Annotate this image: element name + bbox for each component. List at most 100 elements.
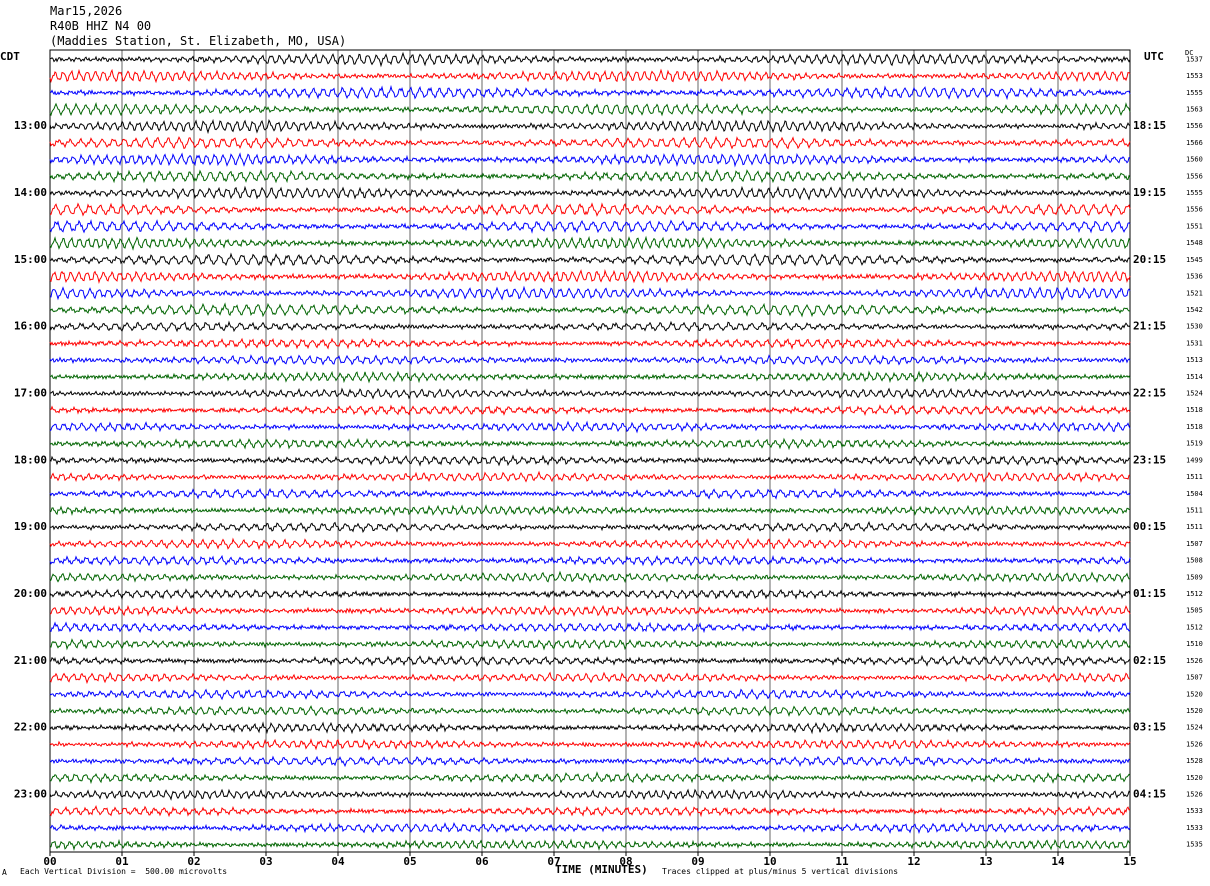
dc-offset-value: 1526 [1186,657,1203,665]
x-tick-label: 00 [43,855,56,868]
trace-line [49,84,1131,101]
right-hour-label: 19:15 [1133,186,1166,199]
dc-offset-value: 1566 [1186,139,1203,147]
dc-offset-value: 1513 [1186,356,1203,364]
dc-offset-value: 1533 [1186,807,1203,815]
trace-line [49,821,1131,835]
dc-offset-value: 1520 [1186,774,1203,782]
trace-line [49,470,1131,483]
x-tick-label: 03 [259,855,272,868]
dc-offset-value: 1531 [1186,339,1203,347]
trace-line [49,252,1131,267]
trace-line [49,671,1131,685]
right-hour-label: 03:15 [1133,721,1166,734]
trace-line [49,285,1131,301]
trace-line [49,504,1131,517]
trace-line [49,537,1131,551]
dc-offset-value: 1514 [1186,373,1203,381]
right-hour-label: 23:15 [1133,453,1166,466]
dc-offset-value: 1499 [1186,456,1203,464]
trace-line [49,235,1131,251]
dc-offset-value: 1530 [1186,323,1203,331]
dc-offset-value: 1556 [1186,122,1203,130]
x-tick-label: 10 [763,855,776,868]
trace-line [49,68,1131,84]
right-hour-label: 20:15 [1133,253,1166,266]
trace-line [49,487,1131,500]
dc-offset-value: 1555 [1186,89,1203,97]
x-tick-label: 06 [475,855,489,868]
right-hour-label: 04:15 [1133,788,1166,801]
trace-line [49,454,1131,467]
dc-offset-value: 1535 [1186,841,1203,849]
trace-line [49,705,1131,718]
trace-line [49,268,1131,284]
trace-line [49,755,1131,768]
dc-offset-value: 1505 [1186,607,1203,615]
left-hour-label: 18:00 [14,453,47,466]
x-tick-label: 13 [979,855,992,868]
right-hour-label: 00:15 [1133,520,1166,533]
dc-offset-value: 1511 [1186,506,1203,514]
dc-offset-value: 1524 [1186,390,1203,398]
trace-line [49,771,1131,785]
dc-offset-value: 1524 [1186,724,1203,732]
trace-line [49,721,1131,735]
dc-offset-value: 1511 [1186,523,1203,531]
x-tick-label: 05 [403,855,416,868]
left-hour-label: 23:00 [14,788,47,801]
trace-line [49,219,1131,234]
dc-offset-labels: 1537 1553 1555 1563 1556 1566 1560 1556 1555 1556… [1186,55,1203,848]
trace-line [49,621,1131,634]
x-tick-label: 15 [1123,855,1136,868]
trace-line [49,370,1131,384]
plot-frame [49,49,1131,853]
trace-line [49,202,1131,217]
left-hour-label: 22:00 [14,721,47,734]
x-tick-label: 11 [835,855,849,868]
dc-offset-value: 1518 [1186,423,1203,431]
dc-offset-value: 1555 [1186,189,1203,197]
dc-offset-value: 1508 [1186,557,1203,565]
dc-offset-value: 1509 [1186,573,1203,581]
scale-note: Each Vertical Division = 500.00 microvol… [20,867,228,876]
header-channel: R40B HHZ N4 00 [50,19,152,33]
header-date: Mar15,2026 [50,4,123,18]
trace-line [49,354,1131,366]
dc-offset-value: 1536 [1186,273,1203,281]
trace-line [49,404,1131,416]
trace-line [49,51,1131,68]
x-tick-label: 02 [187,855,200,868]
trace-line [49,788,1131,801]
dc-offset-value: 1520 [1186,690,1203,698]
right-hour-label: 02:15 [1133,654,1166,667]
right-hour-label: 18:15 [1133,119,1166,132]
x-axis-title: TIME (MINUTES) [555,863,648,876]
dc-offset-value: 1560 [1186,156,1203,164]
corner-mark: A [2,868,7,877]
left-hour-label: 17:00 [14,387,47,400]
dc-offset-value: 1519 [1186,440,1203,448]
dc-offset-value: 1511 [1186,473,1203,481]
dc-offset-value: 1528 [1186,757,1203,765]
dc-offset-value: 1510 [1186,640,1203,648]
trace-line [49,554,1131,567]
left-hour-label: 15:00 [14,253,47,266]
dc-offset-value: 1533 [1186,824,1203,832]
left-unit-label: CDT [0,50,20,63]
left-hour-label: 20:00 [14,587,47,600]
left-hour-label: 14:00 [14,186,47,199]
clip-note: Traces clipped at plus/minus 5 vertical … [662,867,899,876]
x-tick-labels: 00 01 02 03 04 05 06 07 08 09 10 11 12 13 14 15 [43,852,1137,868]
trace-line [49,135,1131,150]
left-hour-label: 21:00 [14,654,47,667]
trace-line [49,185,1131,201]
dc-offset-value: 1563 [1186,105,1203,113]
trace-line [49,437,1131,451]
trace-line [49,420,1131,434]
dc-offset-value: 1548 [1186,239,1203,247]
trace-line [49,152,1131,168]
header-station: (Maddies Station, St. Elizabeth, MO, USA… [50,34,347,48]
dc-offset-value: 1518 [1186,406,1203,414]
left-hour-label: 19:00 [14,520,47,533]
